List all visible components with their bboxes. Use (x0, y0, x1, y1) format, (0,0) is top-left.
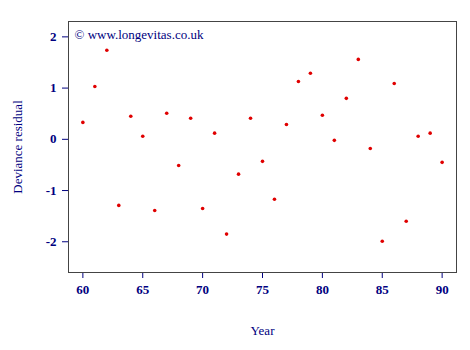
svg-text:85: 85 (376, 282, 390, 297)
svg-text:0: 0 (50, 131, 57, 146)
svg-text:75: 75 (256, 282, 270, 297)
svg-text:2: 2 (50, 29, 57, 44)
svg-text:80: 80 (316, 282, 329, 297)
svg-text:Year: Year (251, 323, 276, 338)
svg-text:90: 90 (436, 282, 449, 297)
svg-text:-1: -1 (46, 183, 57, 198)
svg-text:-2: -2 (46, 234, 57, 249)
svg-text:1: 1 (50, 80, 57, 95)
svg-text:65: 65 (136, 282, 150, 297)
svg-text:Deviance residual: Deviance residual (10, 100, 25, 194)
svg-text:70: 70 (196, 282, 209, 297)
svg-text:© www.longevitas.co.uk: © www.longevitas.co.uk (75, 27, 204, 42)
svg-text:60: 60 (76, 282, 89, 297)
